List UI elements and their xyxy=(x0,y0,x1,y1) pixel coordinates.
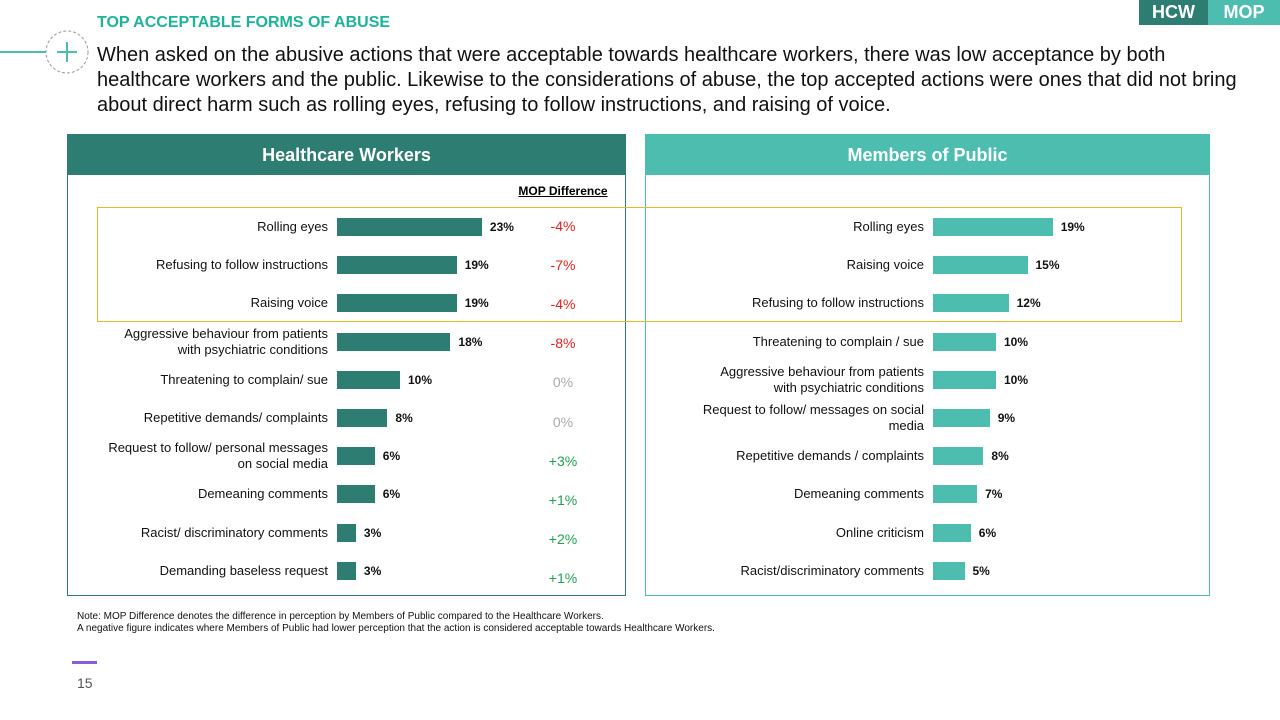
accent-line xyxy=(72,661,97,664)
category-label: Online criticism xyxy=(835,524,924,540)
bar xyxy=(933,409,990,427)
value-label: 6% xyxy=(978,525,997,540)
bar xyxy=(933,256,1028,275)
note: Note: MOP Difference denotes the differe… xyxy=(77,611,604,622)
bar xyxy=(337,561,356,580)
bar xyxy=(933,447,984,466)
bar xyxy=(337,218,482,236)
value-label: 18% xyxy=(458,334,483,349)
bar xyxy=(337,370,400,389)
bar xyxy=(337,409,388,427)
category-label: Racist/discriminatory comments xyxy=(740,562,925,578)
value-label: 3% xyxy=(363,525,382,540)
category-label: Refusing to follow instructions xyxy=(752,295,924,311)
bar xyxy=(337,485,375,504)
value-label: 10% xyxy=(1004,334,1029,349)
bar xyxy=(337,447,375,466)
difference-label: -7% xyxy=(550,257,576,274)
value-label: 5% xyxy=(972,563,990,578)
badge: HCW xyxy=(1139,0,1208,25)
category-label: Demeaning comments xyxy=(793,486,924,502)
bar xyxy=(337,332,451,351)
value-label: 19% xyxy=(464,258,489,273)
page-number: 15 xyxy=(77,675,93,691)
difference-label: -8% xyxy=(550,335,576,352)
category-label: Request to follow/ personal messages on … xyxy=(108,440,328,472)
value-label: 9% xyxy=(997,411,1016,425)
difference-label: +1% xyxy=(548,569,578,586)
panel: Members of Public xyxy=(645,134,1210,596)
panel: Healthcare Workers xyxy=(67,134,626,596)
value-label: 8% xyxy=(991,449,1009,464)
category-label: Demanding baseless request xyxy=(159,562,328,578)
value-label: 10% xyxy=(1004,372,1029,387)
category-label: Refusing to follow instructions xyxy=(156,257,328,273)
difference-label: 0% xyxy=(552,413,574,430)
category-label: Aggressive behaviour from patients with … xyxy=(720,363,924,395)
panel-title: Members of Public xyxy=(646,135,1209,175)
value-label: 6% xyxy=(382,449,401,464)
difference-label: +3% xyxy=(548,452,578,469)
category-label: Rolling eyes xyxy=(257,219,328,234)
body-text: When asked on the abusive actions that w… xyxy=(97,44,1237,116)
difference-label: 0% xyxy=(552,374,574,391)
category-label: Raising voice xyxy=(250,295,328,311)
bar xyxy=(933,370,996,389)
difference-label: -4% xyxy=(550,296,576,313)
decoration xyxy=(0,30,89,74)
category-label: Raising voice xyxy=(846,257,924,273)
value-label: 7% xyxy=(985,487,1003,502)
value-label: 8% xyxy=(395,411,413,425)
bar xyxy=(933,218,1053,236)
bar xyxy=(933,523,971,542)
column-title: MOP Difference xyxy=(518,184,608,198)
category-label: Threatening to complain / sue xyxy=(752,333,924,349)
value-label: 3% xyxy=(363,563,382,578)
category-label: Racist/ discriminatory comments xyxy=(140,524,328,540)
category-label: Aggressive behaviour from patients with … xyxy=(124,325,328,357)
value-label: 15% xyxy=(1035,258,1060,273)
category-label: Demeaning comments xyxy=(197,486,328,502)
category-label: Rolling eyes xyxy=(853,219,924,234)
value-label: 19% xyxy=(464,296,489,311)
value-label: 19% xyxy=(1060,220,1085,234)
category-label: Repetitive demands/ complaints xyxy=(143,410,328,425)
value-label: 6% xyxy=(382,487,401,502)
bar xyxy=(933,294,1009,313)
category-label: Request to follow/ messages on social me… xyxy=(702,402,924,433)
difference-label: +1% xyxy=(548,491,578,508)
bar xyxy=(933,485,978,504)
category-label: Threatening to complain/ sue xyxy=(160,371,328,387)
note: A negative figure indicates where Member… xyxy=(77,623,715,634)
bar xyxy=(337,256,457,275)
section-title: TOP ACCEPTABLE FORMS OF ABUSE xyxy=(97,14,391,31)
highlight-box xyxy=(97,207,1182,322)
panel-title: Healthcare Workers xyxy=(68,135,625,175)
bar xyxy=(337,294,457,313)
value-label: 12% xyxy=(1016,296,1041,311)
bar xyxy=(337,523,356,542)
category-label: Repetitive demands / complaints xyxy=(736,448,924,464)
value-label: 23% xyxy=(489,220,514,234)
bar xyxy=(933,332,996,351)
bar xyxy=(933,561,965,580)
difference-label: +2% xyxy=(548,530,578,547)
badge: MOP xyxy=(1208,0,1280,25)
difference-label: -4% xyxy=(550,218,576,234)
value-label: 10% xyxy=(408,372,433,387)
